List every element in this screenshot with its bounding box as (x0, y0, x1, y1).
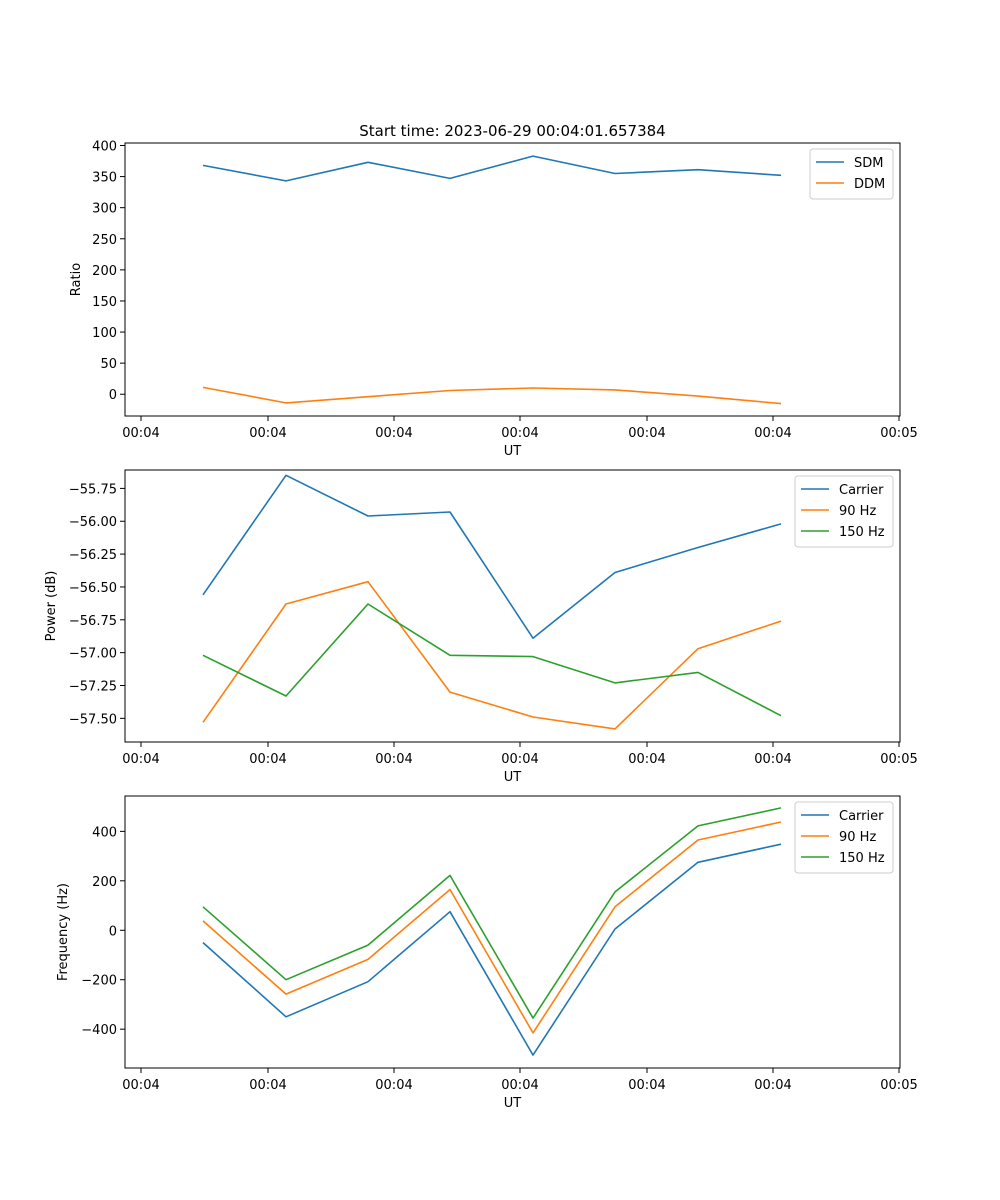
y-tick-label: 0 (109, 924, 117, 939)
x-tick-label: 00:04 (628, 1078, 665, 1093)
x-tick-label: 00:04 (249, 752, 286, 767)
x-axis-label: UT (504, 770, 522, 785)
y-axis-label: Power (dB) (44, 571, 59, 642)
y-tick-label: 200 (92, 875, 117, 890)
x-tick-label: 00:05 (880, 752, 917, 767)
y-tick-label: −200 (81, 974, 117, 989)
legend-label: Carrier (839, 483, 884, 498)
x-tick-label: 00:04 (754, 1078, 791, 1093)
y-tick-label: 250 (92, 233, 117, 248)
legend: SDM DDM (809, 148, 894, 200)
legend-box (794, 475, 894, 548)
x-tick-label: 00:04 (754, 752, 791, 767)
legend-label: Carrier (839, 809, 884, 824)
y-tick-label: −57.00 (69, 647, 117, 662)
series-line-ddm (202, 386, 782, 405)
legend-label: DDM (854, 177, 885, 192)
y-tick-label: 0 (109, 388, 117, 403)
x-tick-label: 00:04 (249, 1078, 286, 1093)
y-tick-label: 200 (92, 264, 117, 279)
y-tick-label: −55.75 (69, 482, 117, 497)
x-tick-label: 00:05 (880, 426, 917, 441)
x-axis-label: UT (504, 444, 522, 459)
legend-label: 150 Hz (839, 525, 885, 540)
y-axis-label: Frequency (Hz) (56, 883, 71, 981)
x-axis-label: UT (504, 1096, 522, 1111)
y-tick-label: 100 (92, 326, 117, 341)
x-tick-label: 00:04 (501, 752, 538, 767)
x-tick-label: 00:04 (375, 1078, 412, 1093)
x-tick-label: 00:04 (122, 426, 159, 441)
x-tick-label: 00:04 (375, 752, 412, 767)
legend: Carrier 90 Hz 150 Hz (794, 475, 894, 548)
y-tick-label: 400 (92, 139, 117, 154)
y-tick-label: 400 (92, 825, 117, 840)
series-line-90-hz (202, 580, 782, 730)
y-tick-label: −56.50 (69, 581, 117, 596)
legend: Carrier 90 Hz 150 Hz (794, 801, 894, 874)
x-tick-label: 00:04 (501, 426, 538, 441)
y-tick-label: 350 (92, 171, 117, 186)
chart-panel-1: 00:04 00:04 00:04 00:04 00:04 00:04 00:05 UT 0 50… (69, 139, 918, 459)
legend-label: 150 Hz (839, 851, 885, 866)
x-tick-label: 00:04 (628, 426, 665, 441)
legend-label: SDM (854, 156, 883, 171)
series-line-150-hz (202, 807, 782, 1019)
axes-frame (124, 469, 901, 743)
chart-panel-2: 00:04 00:04 00:04 00:04 00:04 00:04 00:05 UT −57… (44, 469, 918, 785)
figure-title: Start time: 2023-06-29 00:04:01.657384 (359, 122, 665, 140)
legend-label: 90 Hz (839, 830, 876, 845)
y-tick-label: −56.25 (69, 548, 117, 563)
x-tick-label: 00:04 (122, 1078, 159, 1093)
legend-label: 90 Hz (839, 504, 876, 519)
y-axis-label: Ratio (69, 263, 84, 296)
x-tick-label: 00:05 (880, 1078, 917, 1093)
axes-frame (124, 142, 901, 417)
series-line-carrier (202, 474, 782, 640)
y-tick-label: 150 (92, 295, 117, 310)
x-tick-label: 00:04 (501, 1078, 538, 1093)
x-tick-label: 00:04 (249, 426, 286, 441)
series-line-sdm (202, 155, 782, 182)
y-tick-label: −57.50 (69, 712, 117, 727)
y-tick-label: −56.75 (69, 614, 117, 629)
x-tick-label: 00:04 (628, 752, 665, 767)
series-line-150-hz (202, 603, 782, 717)
y-tick-label: −56.00 (69, 515, 117, 530)
legend-box (794, 801, 894, 874)
y-tick-label: −400 (81, 1023, 117, 1038)
y-tick-label: 50 (100, 357, 117, 372)
x-tick-label: 00:04 (122, 752, 159, 767)
x-tick-label: 00:04 (754, 426, 791, 441)
x-tick-label: 00:04 (375, 426, 412, 441)
chart-panel-3: 00:04 00:04 00:04 00:04 00:04 00:04 00:05 UT −40… (56, 795, 918, 1111)
y-tick-label: −57.25 (69, 679, 117, 694)
series-line-carrier (202, 843, 782, 1056)
axes-frame (124, 795, 901, 1069)
y-tick-label: 300 (92, 202, 117, 217)
series-line-90-hz (202, 821, 782, 1034)
